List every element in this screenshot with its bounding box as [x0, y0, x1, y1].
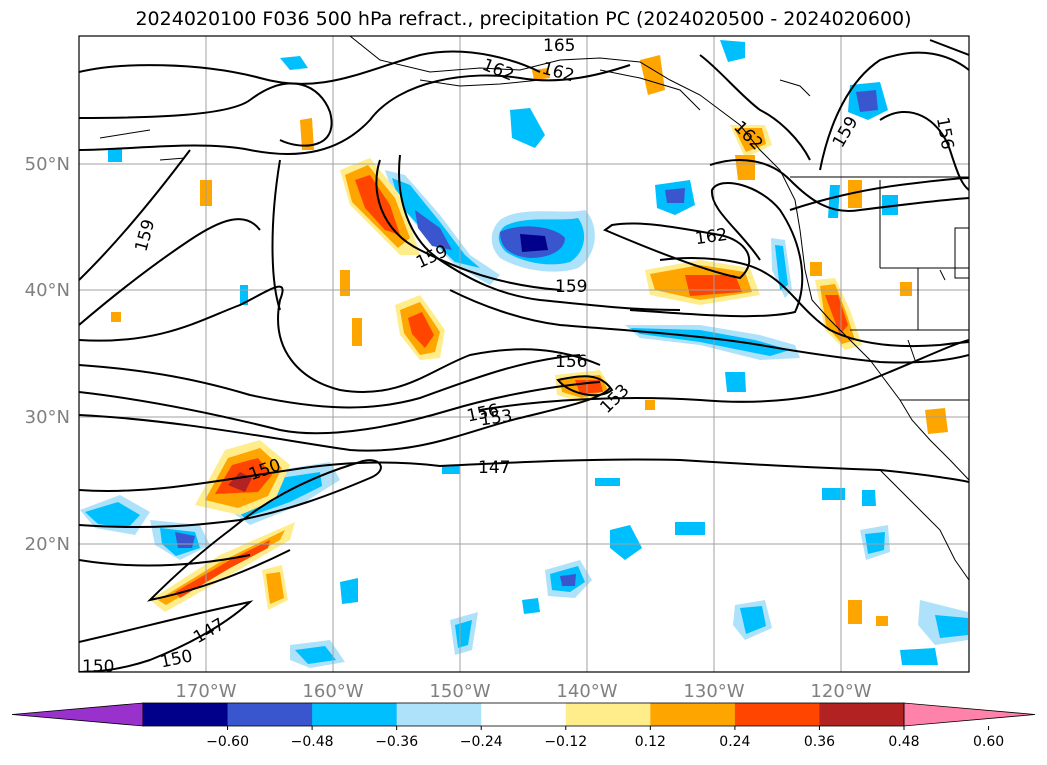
colorbar-tick-label: −0.24 — [460, 734, 503, 750]
lon-label: 160°W — [302, 681, 363, 702]
contour-label: 147 — [190, 614, 228, 648]
colorbar-tick-label: 0.36 — [804, 734, 835, 750]
contour-label: 153 — [479, 406, 514, 430]
colorbar-extend-high — [903, 702, 1036, 727]
contour-label: 162 — [694, 225, 729, 249]
lat-label: 30°N — [25, 407, 70, 428]
colorbar-swatch — [734, 703, 820, 726]
colorbar-tick-label: −0.60 — [206, 734, 249, 750]
longitude-labels: 170°W 160°W 150°W 140°W 130°W 120°W — [175, 681, 871, 702]
colorbar-outline — [142, 702, 905, 727]
contour-label: 150 — [159, 646, 195, 672]
contour-label: 165 — [543, 36, 575, 56]
colorbar-swatch — [650, 703, 736, 726]
lat-label: 20°N — [25, 534, 70, 555]
refractivity-contours — [79, 39, 969, 672]
contour-label: 159 — [132, 217, 160, 254]
colorbar-swatch — [312, 703, 398, 726]
colorbar-tick-label: −0.12 — [544, 734, 587, 750]
lat-label: 40°N — [25, 280, 70, 301]
colorbar-tick-label: 0.12 — [635, 734, 666, 750]
contour-label: 150 — [82, 657, 114, 677]
map-title: 2024020100 F036 500 hPa refract., precip… — [135, 8, 912, 30]
contour-label: 156 — [555, 352, 587, 372]
contour-label: 147 — [478, 458, 510, 478]
colorbar: −0.60 −0.48 −0.36 −0.24 −0.12 0.12 0.24 0.36 0.4… — [11, 702, 1036, 750]
contour-label: 156 — [932, 116, 957, 151]
colorbar-extend-low — [11, 702, 144, 727]
lon-label: 140°W — [556, 681, 617, 702]
colorbar-tick-label: 0.60 — [973, 734, 1004, 750]
lon-label: 150°W — [429, 681, 490, 702]
colorbar-tick-label: 0.48 — [888, 734, 919, 750]
colorbar-swatch — [396, 703, 482, 726]
contour-label: 159 — [555, 277, 587, 297]
lat-label: 50°N — [25, 154, 70, 175]
colorbar-tick-label: −0.48 — [291, 734, 334, 750]
contour-label: 162 — [479, 55, 517, 86]
colorbar-tick-label: −0.36 — [375, 734, 418, 750]
latitude-labels: 50°N 40°N 30°N 20°N — [25, 154, 70, 555]
colorbar-swatch — [481, 703, 567, 726]
coastlines — [99, 36, 969, 581]
colorbar-swatch — [819, 703, 905, 726]
map-frame — [78, 35, 970, 673]
lon-label: 130°W — [683, 681, 744, 702]
lon-label: 120°W — [810, 681, 871, 702]
colorbar-swatch — [227, 703, 313, 726]
contour-label: 159 — [829, 113, 863, 151]
colorbar-swatch — [565, 703, 651, 726]
colorbar-tick-label: 0.24 — [719, 734, 750, 750]
colorbar-swatch — [143, 703, 229, 726]
lon-label: 170°W — [175, 681, 236, 702]
contour-label: 162 — [540, 59, 577, 87]
